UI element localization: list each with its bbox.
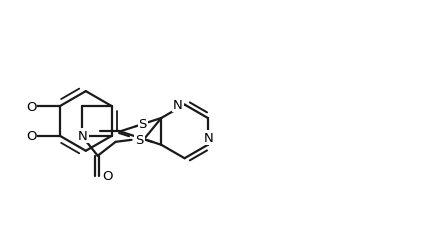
Text: S: S	[139, 117, 147, 130]
Text: O: O	[102, 169, 113, 182]
Text: N: N	[173, 99, 183, 111]
Text: O: O	[26, 100, 36, 113]
Text: O: O	[26, 130, 36, 143]
Text: N: N	[204, 132, 214, 145]
Text: N: N	[78, 130, 88, 143]
Text: S: S	[135, 134, 144, 147]
